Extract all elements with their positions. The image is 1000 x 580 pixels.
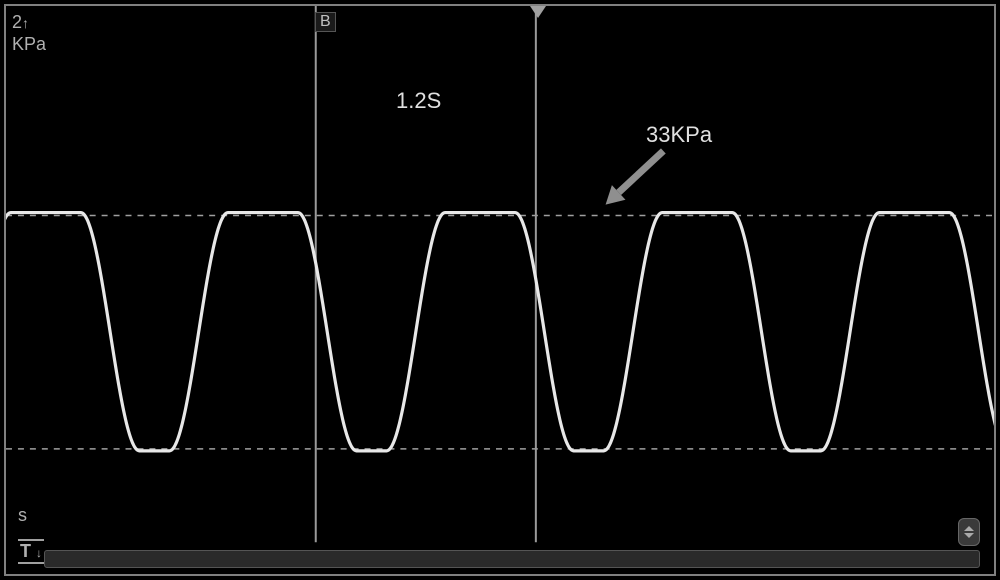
waveform-trace [6, 213, 994, 451]
cursor-b-tag[interactable]: B [315, 12, 336, 32]
oscilloscope-screen: 2↑ KPa s T ↓ B 1.2S 33KPa [4, 4, 996, 576]
vertical-scroll-knob[interactable] [958, 518, 980, 546]
annotation-arrow [606, 151, 664, 205]
pressure-annotation-label: 33KPa [646, 122, 712, 148]
time-measurement-label: 1.2S [396, 88, 441, 114]
trigger-marker-icon[interactable] [530, 6, 546, 18]
chevron-down-icon [964, 533, 974, 538]
horizontal-scrollbar[interactable] [44, 550, 980, 568]
plot-svg [6, 6, 994, 574]
chevron-up-icon [964, 526, 974, 531]
